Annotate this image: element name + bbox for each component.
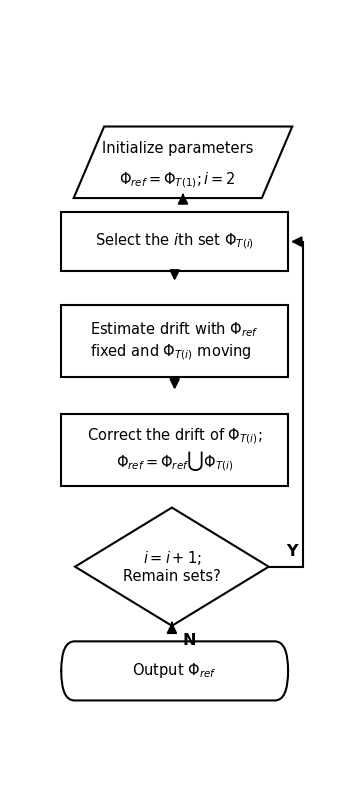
Text: Initialize parameters: Initialize parameters (102, 141, 253, 156)
Polygon shape (75, 507, 269, 625)
Text: $i = i+1$;
Remain sets?: $i = i+1$; Remain sets? (123, 549, 221, 584)
Text: Y: Y (287, 545, 298, 559)
Text: $\Phi_{ref} = \Phi_{T(1)}; i = 2$: $\Phi_{ref} = \Phi_{T(1)}; i = 2$ (119, 170, 236, 190)
FancyBboxPatch shape (61, 305, 288, 377)
FancyBboxPatch shape (61, 642, 288, 701)
Text: Estimate drift with $\Phi_{ref}$
fixed and $\Phi_{T(i)}$ moving: Estimate drift with $\Phi_{ref}$ fixed a… (90, 321, 259, 362)
Text: Correct the drift of $\Phi_{T(i)}$;
$\Phi_{ref} = \Phi_{ref} \bigcup \Phi_{T(i)}: Correct the drift of $\Phi_{T(i)}$; $\Ph… (87, 427, 262, 473)
Text: Output $\Phi_{ref}$: Output $\Phi_{ref}$ (132, 662, 217, 680)
FancyBboxPatch shape (61, 212, 288, 271)
Text: N: N (183, 633, 196, 648)
Polygon shape (74, 127, 292, 198)
FancyBboxPatch shape (61, 415, 288, 486)
Text: Select the $i$th set $\Phi_{T(i)}$: Select the $i$th set $\Phi_{T(i)}$ (95, 232, 254, 251)
